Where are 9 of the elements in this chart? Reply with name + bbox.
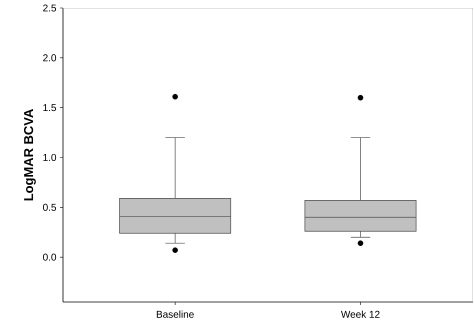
x-tick-label: Week 12 (340, 310, 380, 318)
y-tick-label: 2.5 (43, 4, 56, 12)
y-axis-title: LogMAR BCVA (24, 109, 36, 200)
y-tick-label: 0.0 (43, 254, 56, 261)
x-tick-label: Baseline (156, 310, 194, 318)
y-tick-label: 0.5 (43, 204, 56, 211)
y-tick-label: 1.0 (43, 154, 56, 162)
y-tick-label: 2.0 (43, 54, 56, 62)
y-tick-label: 1.5 (43, 104, 56, 112)
